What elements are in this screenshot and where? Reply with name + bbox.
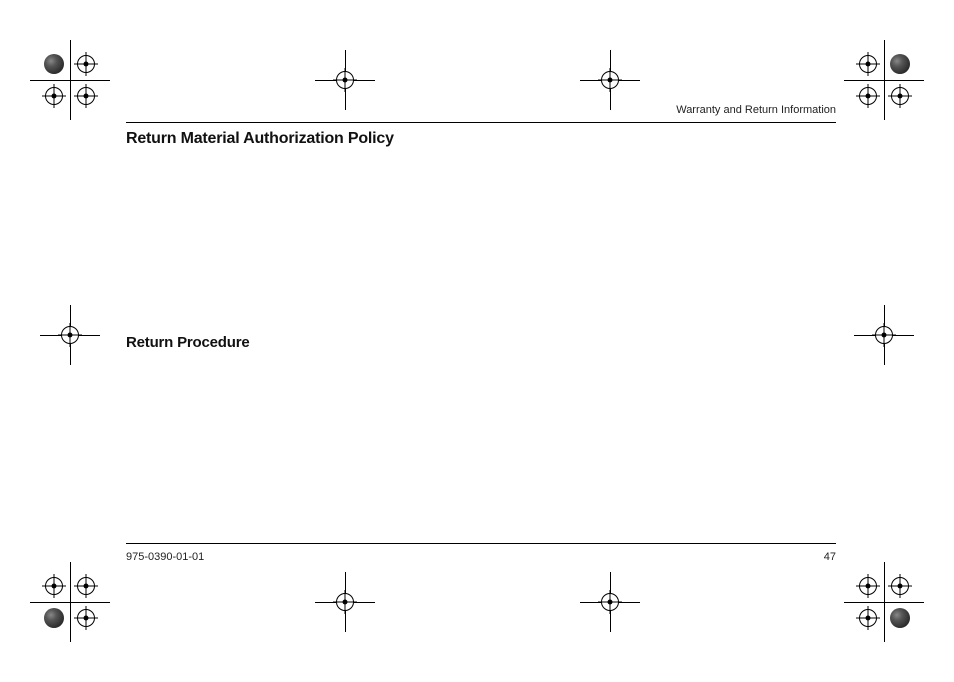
- subsection-title: Return Procedure: [126, 334, 250, 351]
- registration-mark-top-left: [30, 40, 110, 120]
- content-area: Warranty and Return Information Return M…: [126, 108, 836, 558]
- section-title: Return Material Authorization Policy: [126, 130, 394, 148]
- registration-mark-bottom-right: [844, 562, 924, 642]
- registration-cross-left: [40, 305, 100, 365]
- header-rule: [126, 122, 836, 123]
- footer-doc-number: 975-0390-01-01: [126, 551, 204, 563]
- footer-page-number: 47: [824, 551, 836, 563]
- registration-mark-top-right: [844, 40, 924, 120]
- registration-cross-bottom-1: [315, 572, 375, 632]
- footer-rule: [126, 543, 836, 544]
- registration-mark-bottom-left: [30, 562, 110, 642]
- registration-cross-top-2: [580, 50, 640, 110]
- registration-cross-right: [854, 305, 914, 365]
- registration-cross-top-1: [315, 50, 375, 110]
- registration-cross-bottom-2: [580, 572, 640, 632]
- running-head: Warranty and Return Information: [676, 104, 836, 116]
